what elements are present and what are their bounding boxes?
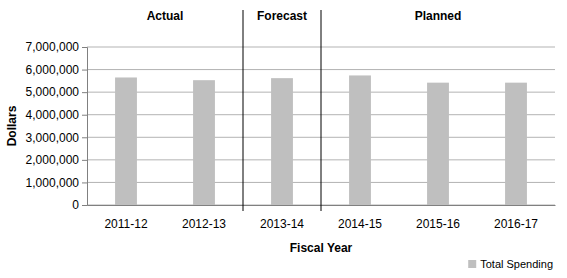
x-tick-label: 2013-14 bbox=[260, 217, 304, 231]
y-tick: 4,000,000 bbox=[26, 108, 87, 122]
y-tick-label: 6,000,000 bbox=[26, 63, 80, 77]
x-tick: 2015-16 bbox=[416, 205, 460, 231]
y-tick-label: 7,000,000 bbox=[26, 40, 80, 54]
bar bbox=[115, 77, 137, 205]
x-tick: 2014-15 bbox=[338, 205, 382, 231]
y-tick: 7,000,000 bbox=[26, 40, 87, 54]
bar bbox=[505, 83, 527, 205]
y-tick: 2,000,000 bbox=[26, 153, 87, 167]
bar bbox=[427, 83, 449, 205]
x-axis-title: Fiscal Year bbox=[290, 241, 353, 255]
x-tick: 2013-14 bbox=[260, 205, 304, 231]
y-tick-label: 3,000,000 bbox=[26, 131, 80, 145]
y-tick-mark bbox=[82, 205, 87, 206]
y-tick-mark bbox=[82, 137, 87, 138]
y-tick-label: 0 bbox=[72, 198, 79, 212]
y-tick-mark bbox=[82, 47, 87, 48]
y-tick: 0 bbox=[72, 198, 87, 212]
y-tick-label: 2,000,000 bbox=[26, 153, 80, 167]
y-tick-label: 4,000,000 bbox=[26, 108, 80, 122]
bar bbox=[349, 75, 371, 205]
x-tick: 2016-17 bbox=[494, 205, 538, 231]
sections: Actual Forecast Planned bbox=[147, 9, 462, 211]
bar bbox=[271, 78, 293, 205]
x-tick-label: 2016-17 bbox=[494, 217, 538, 231]
y-axis: 0 1,000,000 2,000,000 3,000,000 4,000,000 5,0… bbox=[26, 40, 88, 212]
legend-swatch bbox=[468, 260, 476, 268]
legend-item: Total Spending bbox=[468, 258, 553, 270]
y-tick: 3,000,000 bbox=[26, 131, 87, 145]
y-tick-mark bbox=[82, 182, 87, 183]
x-tick: 2012-13 bbox=[182, 205, 226, 231]
y-axis-line bbox=[82, 48, 88, 206]
y-tick-label: 5,000,000 bbox=[26, 85, 80, 99]
x-tick-label: 2015-16 bbox=[416, 217, 460, 231]
y-tick: 6,000,000 bbox=[26, 63, 87, 77]
bar bbox=[193, 80, 215, 205]
legend-label: Total Spending bbox=[480, 258, 553, 270]
legend: Total Spending bbox=[468, 258, 553, 270]
y-axis-title: Dollars bbox=[5, 105, 19, 146]
section-divider bbox=[321, 10, 322, 211]
section-label: Planned bbox=[415, 9, 462, 23]
y-tick-mark bbox=[82, 92, 87, 93]
x-tick: 2011-12 bbox=[104, 205, 147, 231]
y-tick-mark bbox=[82, 115, 87, 116]
y-tick-mark bbox=[82, 70, 87, 71]
section-label: Actual bbox=[147, 9, 184, 23]
x-tick-label: 2014-15 bbox=[338, 217, 382, 231]
x-tick-label: 2012-13 bbox=[182, 217, 226, 231]
chart: 0 1,000,000 2,000,000 3,000,000 4,000,000 5,0… bbox=[0, 0, 567, 278]
y-tick: 1,000,000 bbox=[26, 176, 87, 190]
plot: 0 1,000,000 2,000,000 3,000,000 4,000,000 5,0… bbox=[26, 40, 556, 230]
section-divider bbox=[243, 10, 244, 211]
section-label: Forecast bbox=[257, 9, 307, 23]
x-tick-label: 2011-12 bbox=[104, 217, 147, 231]
y-tick-label: 1,000,000 bbox=[26, 176, 80, 190]
y-tick: 5,000,000 bbox=[26, 85, 87, 99]
y-tick-mark bbox=[82, 160, 87, 161]
